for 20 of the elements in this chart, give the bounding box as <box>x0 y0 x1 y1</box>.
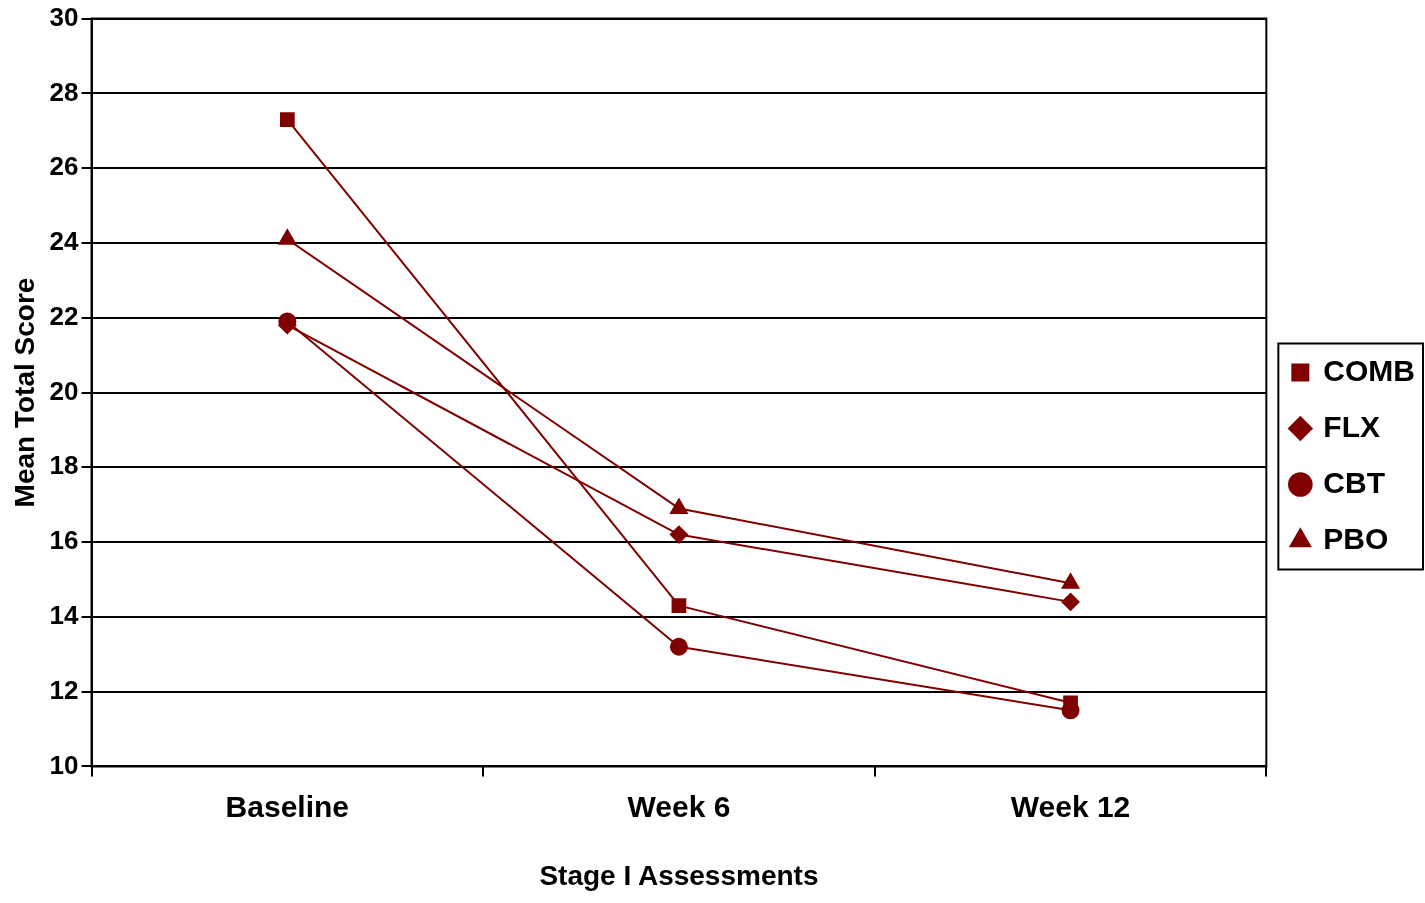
y-tick-label: 28 <box>49 76 79 107</box>
y-tick-label: 30 <box>49 1 79 32</box>
y-tick-label: 14 <box>49 600 80 631</box>
x-tick-label: Baseline <box>225 789 350 823</box>
x-tick-label: Week 6 <box>627 789 731 823</box>
y-tick-label: 22 <box>49 300 79 331</box>
y-tick-label: 12 <box>49 674 79 705</box>
legend-label: PBO <box>1323 521 1389 555</box>
legend-label: CBT <box>1323 465 1385 499</box>
legend-label: COMB <box>1323 353 1415 387</box>
y-tick-label: 26 <box>49 151 79 182</box>
x-tick-label: Week 12 <box>1010 789 1131 823</box>
y-tick-label: 10 <box>49 749 79 780</box>
y-tick-label: 16 <box>49 525 79 556</box>
y-tick-label: 18 <box>49 450 79 481</box>
y-axis-title: Mean Total Score <box>8 277 40 508</box>
y-tick-label: 24 <box>49 226 80 257</box>
legend-label: FLX <box>1323 409 1381 443</box>
x-axis-title: Stage I Assessments <box>539 859 819 891</box>
y-tick-label: 20 <box>49 375 79 406</box>
